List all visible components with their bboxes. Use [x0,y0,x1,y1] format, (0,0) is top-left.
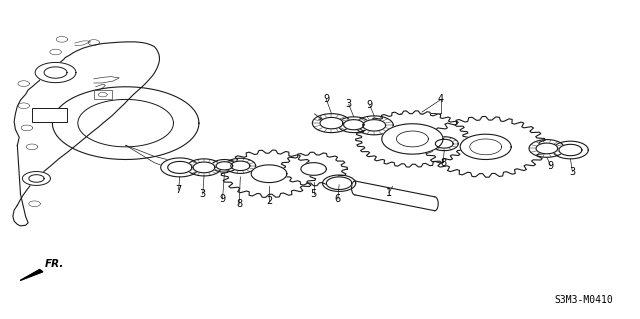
Polygon shape [552,141,588,159]
Polygon shape [187,159,221,176]
Polygon shape [529,140,564,157]
Polygon shape [435,188,438,211]
Polygon shape [323,175,356,191]
Text: 3: 3 [200,189,206,199]
Polygon shape [355,181,435,211]
Polygon shape [161,158,199,177]
Polygon shape [424,116,547,177]
Text: S3M3-M0410: S3M3-M0410 [554,295,613,305]
Polygon shape [168,161,192,174]
Text: 9: 9 [220,194,225,204]
Text: 8: 8 [440,158,446,168]
FancyBboxPatch shape [32,108,67,122]
Polygon shape [216,162,233,170]
Polygon shape [52,87,199,160]
Text: 4: 4 [438,94,444,104]
Polygon shape [460,134,511,160]
Polygon shape [435,139,453,148]
Text: 2: 2 [266,196,272,206]
Text: 5: 5 [310,189,317,199]
Polygon shape [344,120,364,130]
Polygon shape [22,172,51,185]
Text: 9: 9 [548,161,554,171]
Polygon shape [212,160,237,172]
Text: FR.: FR. [45,259,64,269]
Polygon shape [251,165,287,182]
Polygon shape [231,161,250,171]
Polygon shape [559,144,582,156]
Polygon shape [363,120,386,131]
Text: 7: 7 [175,184,182,195]
Polygon shape [225,158,255,174]
Polygon shape [280,152,348,186]
Polygon shape [20,270,43,280]
Polygon shape [193,162,215,173]
Polygon shape [312,114,351,133]
Text: 3: 3 [569,167,575,176]
Polygon shape [382,124,443,154]
Polygon shape [536,143,557,154]
Polygon shape [430,137,458,151]
Polygon shape [382,124,443,154]
Polygon shape [396,131,428,147]
Text: 3: 3 [346,99,352,109]
Text: 1: 1 [386,188,392,198]
Polygon shape [320,117,343,129]
Text: 6: 6 [335,194,341,204]
Polygon shape [356,111,469,167]
Polygon shape [301,163,326,175]
Polygon shape [338,117,370,133]
Polygon shape [326,177,352,189]
Text: 8: 8 [236,199,242,209]
Bar [94,90,111,100]
Text: 9: 9 [367,100,372,110]
Polygon shape [355,116,394,135]
Polygon shape [35,63,76,83]
Text: 9: 9 [323,94,330,104]
Polygon shape [221,150,317,197]
